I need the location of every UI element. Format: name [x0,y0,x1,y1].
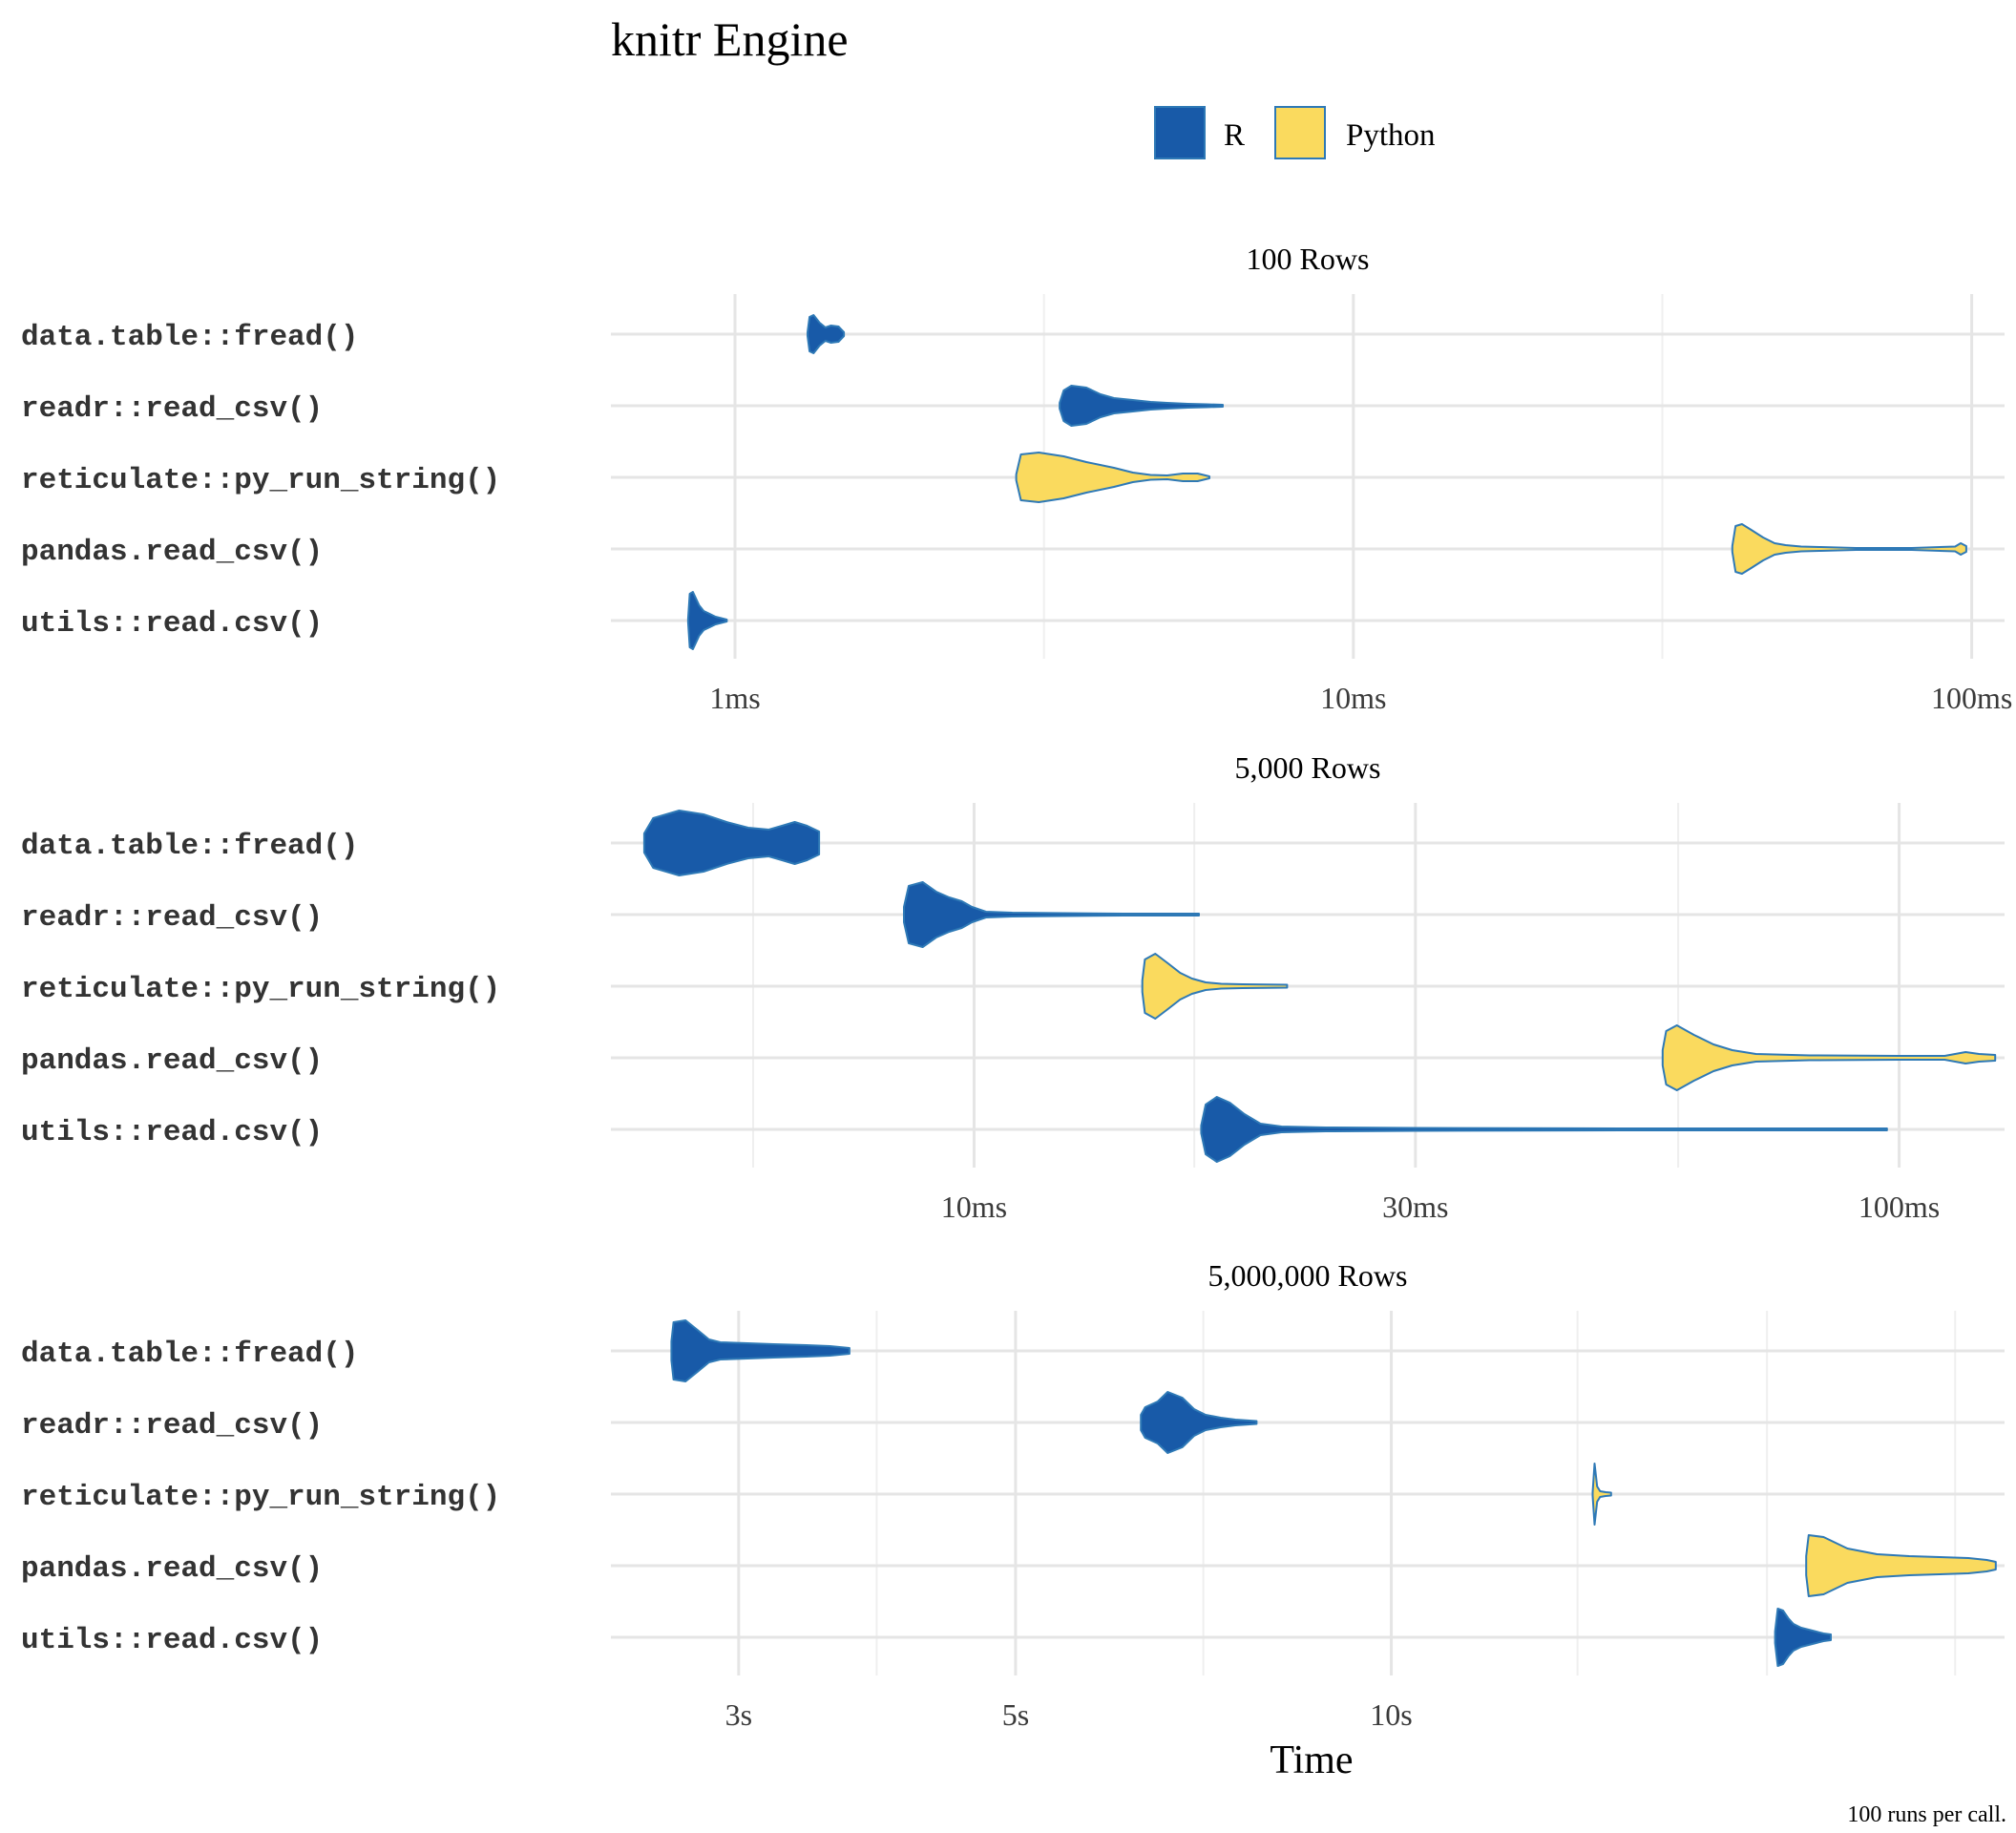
violin-reticulate-py-run-string [1141,953,1289,1020]
category-label: utils::read.csv() [21,1624,323,1657]
violin-pandas-read-csv [1805,1534,1997,1597]
violin-data-table-fread [670,1319,850,1382]
category-label: data.table::fread() [21,321,358,354]
x-tick-label: 3s [725,1697,752,1732]
legend-swatch-r [1154,106,1206,159]
chart-caption: 100 runs per call. [1847,1802,2006,1827]
x-axis-label: Time [1270,1738,1353,1782]
category-label: data.table::fread() [21,830,358,863]
x-tick-label: 10s [1370,1697,1412,1732]
category-label: reticulate::py_run_string() [21,1481,500,1514]
x-tick-label: 5s [1002,1697,1029,1732]
violin-readr-read-csv [1059,385,1224,427]
x-tick-label: 100ms [1931,681,2012,715]
violin-utils-read-csv [1200,1096,1888,1163]
category-label: readr::read_csv() [21,1409,323,1443]
category-label: utils::read.csv() [21,1116,323,1149]
category-label: pandas.read_csv() [21,536,323,569]
category-label: reticulate::py_run_string() [21,973,500,1006]
category-label: data.table::fread() [21,1338,358,1371]
x-tick-label: 10ms [941,1190,1007,1224]
category-label: reticulate::py_run_string() [21,464,500,497]
legend-label-r: R [1224,118,1245,153]
legend-swatch-python [1274,106,1326,159]
x-tick-label: 1ms [709,681,760,715]
panel-title: 5,000,000 Rows [1208,1258,1408,1293]
x-tick-label: 100ms [1858,1190,1940,1224]
panel-title: 100 Rows [1247,242,1370,276]
violin-utils-read-csv [1774,1608,1832,1667]
category-label: readr::read_csv() [21,392,323,426]
category-label: readr::read_csv() [21,901,323,935]
violin-data-table-fread [807,314,846,354]
violin-reticulate-py-run-string [1591,1463,1612,1526]
x-tick-label: 30ms [1382,1190,1448,1224]
category-label: utils::read.csv() [21,607,323,641]
violin-readr-read-csv [1140,1391,1258,1454]
violin-data-table-fread [642,810,821,876]
legend-label-python: Python [1346,118,1436,153]
violin-readr-read-csv [903,881,1200,948]
x-tick-label: 10ms [1320,681,1386,715]
legend: R Python [1154,106,1436,159]
violin-pandas-read-csv [1731,523,1967,575]
panel-title: 5,000 Rows [1235,750,1381,785]
category-label: pandas.read_csv() [21,1044,323,1078]
violin-pandas-read-csv [1661,1024,1997,1091]
violin-utils-read-csv [686,591,728,650]
violin-reticulate-py-run-string [1015,452,1210,503]
category-label: pandas.read_csv() [21,1552,323,1586]
chart-title: knitr Engine [611,12,849,66]
